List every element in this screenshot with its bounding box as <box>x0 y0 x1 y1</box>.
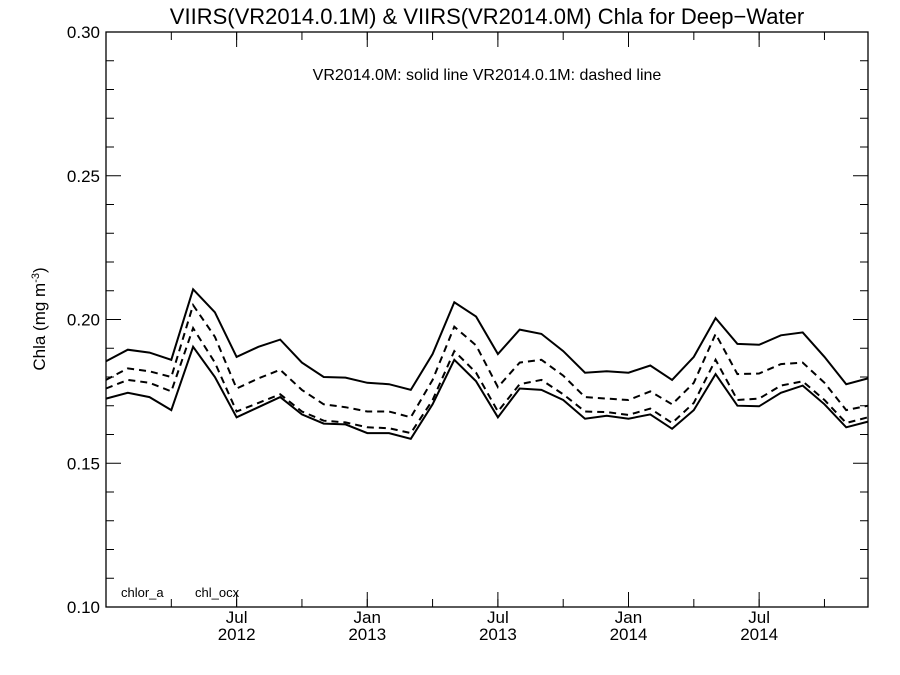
legend-label-chlor-a: chlor_a <box>121 585 164 600</box>
series-line-chlor-a-solid <box>105 287 869 392</box>
y-tick-label: 0.15 <box>67 454 100 473</box>
y-tick-label: 0.20 <box>67 311 100 330</box>
x-tick-label-year: 2012 <box>218 625 256 644</box>
y-axis-label-exponent: -3 <box>30 273 42 283</box>
x-tick-label-year: 2014 <box>610 625 648 644</box>
series-lines <box>105 287 869 440</box>
legend-label-chl-ocx: chl_ocx <box>195 585 240 600</box>
x-tick-label-month: Jul <box>226 608 248 627</box>
series-line-chlor-a-dashed <box>105 302 869 419</box>
x-tick-label-month: Jan <box>354 608 381 627</box>
y-tick-label: 0.25 <box>67 167 100 186</box>
x-tick-label-month: Jan <box>615 608 642 627</box>
series-line-chl-ocx-solid <box>105 344 869 440</box>
x-tick-label-year: 2014 <box>740 625 778 644</box>
x-tick-label-year: 2013 <box>348 625 386 644</box>
x-tick-label-month: Jul <box>748 608 770 627</box>
y-axis-label: Chla (mg m-3) <box>30 267 49 370</box>
plot-frame <box>105 31 869 608</box>
x-tick-label-month: Jul <box>487 608 509 627</box>
line-style-note: VR2014.0M: solid line VR2014.0.1M: dashe… <box>313 67 662 84</box>
chart-title: VIIRS(VR2014.0.1M) & VIIRS(VR2014.0M) Ch… <box>170 4 804 29</box>
y-axis-label-close: ) <box>30 267 49 273</box>
y-tick-label: 0.30 <box>67 23 100 42</box>
series-line-chl-ocx-dashed <box>105 325 869 435</box>
y-tick-label: 0.10 <box>67 598 100 617</box>
x-tick-label-year: 2013 <box>479 625 517 644</box>
y-axis: 0.10 0.15 0.20 0.25 0.30 <box>67 23 868 617</box>
y-axis-label-text: Chla (mg m <box>30 283 49 371</box>
